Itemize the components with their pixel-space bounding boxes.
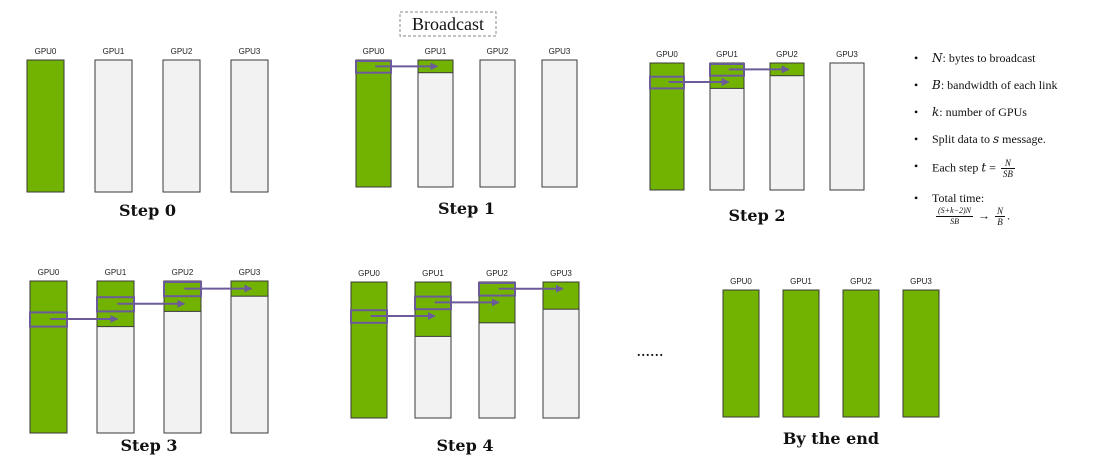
- gpu-column: [94, 59, 133, 193]
- gpu-column: [541, 59, 578, 188]
- gpu-label: GPU2: [850, 277, 872, 286]
- gpu-fill: [649, 62, 685, 191]
- gpu-column: [162, 59, 201, 193]
- gpu-label: GPU0: [730, 277, 752, 286]
- gpu-label: GPU0: [656, 50, 678, 59]
- gpu-fill: [29, 280, 68, 434]
- diagram-title: Broadcast: [412, 14, 484, 34]
- gpu-column: [479, 59, 516, 188]
- step-fraction: N SB: [1000, 158, 1015, 179]
- gpu-fill: [902, 289, 940, 418]
- gpu-label: GPU0: [358, 269, 380, 278]
- step-panel: GPU0 GPU1 GPU2 GPU3 Step 4: [350, 269, 580, 455]
- note-k: k: number of GPUs: [912, 104, 1097, 120]
- gpu-label: GPU1: [105, 268, 127, 277]
- gpu-fill: [722, 289, 760, 418]
- total-fraction: (S+k−2)N SB: [936, 206, 974, 226]
- gpu-label: GPU2: [486, 269, 508, 278]
- gpu-label: GPU1: [425, 47, 447, 56]
- note-n: N: bytes to broadcast: [912, 50, 1097, 66]
- step-panel: GPU0 GPU1 GPU2 GPU3 Step 0: [26, 47, 269, 220]
- gpu-label: GPU0: [35, 47, 57, 56]
- gpu-fill: [542, 281, 580, 310]
- gpu-label: GPU0: [38, 268, 60, 277]
- gpu-label: GPU3: [550, 269, 572, 278]
- gpu-column: [829, 62, 865, 191]
- gpu-fill: [355, 59, 392, 188]
- gpu-label: GPU3: [239, 268, 261, 277]
- gpu-label: GPU1: [103, 47, 125, 56]
- gpu-label: GPU1: [790, 277, 812, 286]
- gpu-column: [230, 59, 269, 193]
- note-each-step: Each step t = NSB: [912, 158, 1097, 179]
- gpu-label: GPU2: [171, 47, 193, 56]
- steps-layer: GPU0 GPU1 GPU2 GPU3 Step 0 GPU0 GPU1 GPU2 GPU3 St…: [26, 47, 940, 455]
- title-box: [399, 11, 497, 37]
- note-total-time: Total time:: [912, 190, 1097, 206]
- gpu-label: GPU3: [836, 50, 858, 59]
- gpu-label: GPU2: [172, 268, 194, 277]
- step-label: Step 2: [728, 206, 785, 225]
- step-label: Step 4: [436, 436, 493, 455]
- total-arrow: →: [978, 208, 991, 223]
- step-panel: GPU0 GPU1 GPU2 GPU3 Step 1: [355, 47, 578, 218]
- gpu-column: [769, 62, 805, 191]
- gpu-label: GPU3: [239, 47, 261, 56]
- note-b: B: bandwidth of each link: [912, 77, 1097, 93]
- gpu-column: [417, 59, 454, 188]
- gpu-label: GPU3: [910, 277, 932, 286]
- gpu-label: GPU0: [363, 47, 385, 56]
- step-panel: GPU0 GPU1 GPU2 GPU3 By the end: [722, 277, 940, 448]
- gpu-label: GPU1: [422, 269, 444, 278]
- gpu-fill: [842, 289, 880, 418]
- note-split: Split data to s message.: [912, 131, 1097, 147]
- step-label: Step 0: [119, 201, 176, 220]
- gpu-fill: [782, 289, 820, 418]
- step-label: Step 3: [120, 436, 177, 455]
- gpu-column: [230, 280, 269, 434]
- step-label: By the end: [783, 429, 879, 448]
- step-label: Step 1: [438, 199, 495, 218]
- gpu-label: GPU3: [549, 47, 571, 56]
- gpu-label: GPU1: [716, 50, 738, 59]
- ellipsis: ......: [637, 340, 664, 360]
- gpu-fill: [26, 59, 65, 193]
- gpu-label: GPU2: [487, 47, 509, 56]
- step-panel: GPU0 GPU1 GPU2 GPU3 Step 3: [29, 268, 269, 455]
- notes-list: N: bytes to broadcast B: bandwidth of ea…: [912, 50, 1097, 227]
- step-panel: GPU0 GPU1 GPU2 GPU3 Step 2: [649, 50, 865, 225]
- gpu-fill: [350, 281, 388, 419]
- gpu-label: GPU2: [776, 50, 798, 59]
